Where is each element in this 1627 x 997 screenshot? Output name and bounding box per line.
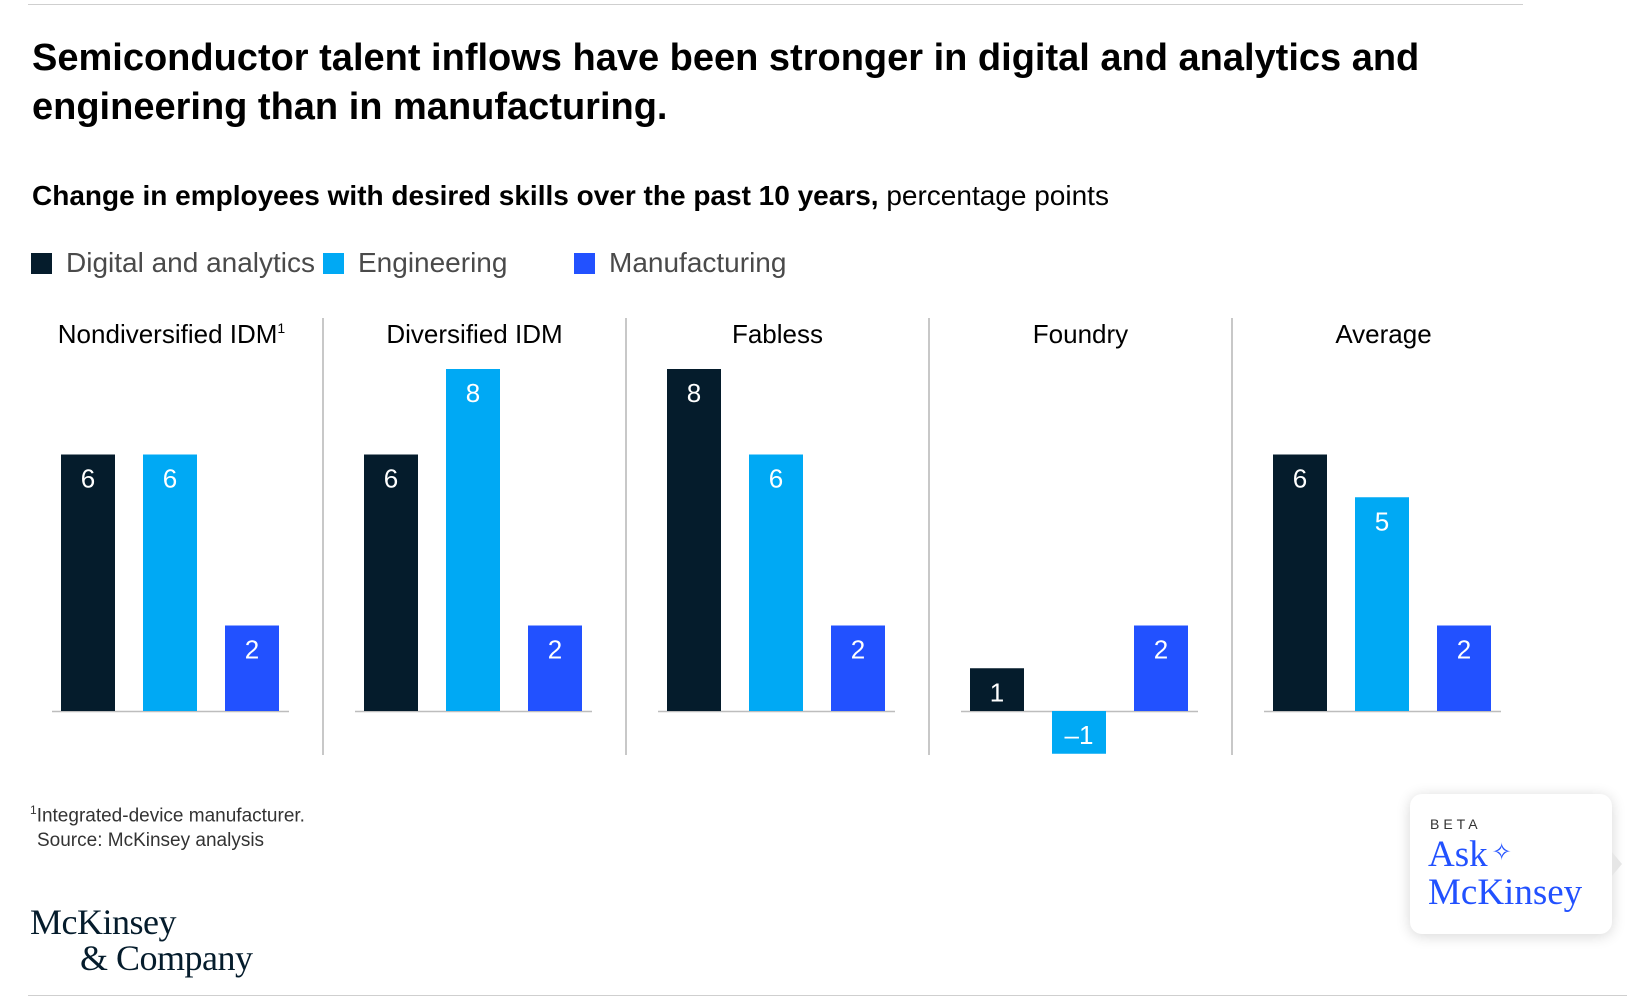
- value-label-fabless-engineering: 6: [769, 464, 783, 494]
- footnote-note: 1Integrated-device manufacturer.: [30, 798, 305, 828]
- legend-label-engineering: Engineering: [358, 247, 508, 278]
- bar-chart: Nondiversified IDM1 6 6 2 Diversified IDM 6 8 2…: [52, 318, 1501, 755]
- bar-foundry-manufacturing: [1134, 625, 1188, 711]
- footnote-marker: 1: [30, 803, 37, 817]
- legend-swatch-digital: [31, 252, 52, 274]
- sparkle-icon: ✧: [1491, 840, 1512, 866]
- widget-tab-handle[interactable]: [1612, 852, 1622, 876]
- legend-label-digital: Digital and analytics: [66, 247, 316, 278]
- value-label-diversified-idm-manufacturing: 2: [548, 635, 562, 665]
- top-rule: [28, 4, 1523, 5]
- footnote-source: Source: McKinsey analysis: [37, 830, 265, 852]
- bar-nondiversified-idm-digital-and-analytics: [61, 454, 115, 711]
- bar-foundry-digital-and-analytics: [970, 668, 1024, 711]
- value-label-fabless-manufacturing: 2: [851, 635, 865, 665]
- bar-diversified-idm-engineering: [446, 369, 500, 711]
- ask-word: Ask: [1428, 834, 1488, 875]
- panel-title-foundry: Foundry: [1033, 319, 1128, 349]
- panel-title-diversified-idm: Diversified IDM: [386, 319, 562, 349]
- mckinsey-logo: McKinsey & Company: [30, 904, 253, 976]
- beta-label: BETA: [1430, 816, 1482, 832]
- subtitle-main: Change in employees with desired skills …: [32, 180, 879, 211]
- bar-fabless-digital-and-analytics: [667, 369, 721, 711]
- bar-average-manufacturing: [1437, 625, 1491, 711]
- value-label-foundry-engineering: –1: [1065, 720, 1094, 750]
- footnote: 1Integrated-device manufacturer. Source:…: [30, 798, 305, 853]
- ask-mckinsey-title: Ask ✧ McKinsey: [1428, 834, 1582, 912]
- value-label-foundry-manufacturing: 2: [1154, 635, 1168, 665]
- bar-fabless-engineering: [749, 454, 803, 711]
- bar-fabless-manufacturing: [831, 625, 885, 711]
- bar-foundry-engineering: [1052, 711, 1106, 754]
- bar-average-engineering: [1355, 497, 1409, 711]
- bar-average-digital-and-analytics: [1273, 454, 1327, 711]
- value-label-nondiversified-idm-manufacturing: 2: [245, 635, 259, 665]
- legend-item-engineering: Engineering: [323, 246, 507, 280]
- bar-diversified-idm-digital-and-analytics: [364, 454, 418, 711]
- logo-line-1: McKinsey: [30, 902, 176, 942]
- legend-item-digital: Digital and analytics: [31, 246, 315, 280]
- value-label-nondiversified-idm-engineering: 6: [163, 464, 177, 494]
- value-label-average-engineering: 5: [1375, 506, 1389, 536]
- legend: Digital and analytics Engineering Manufa…: [31, 246, 931, 280]
- panel-title-nondiversified-idm: Nondiversified IDM1: [58, 319, 286, 349]
- value-label-nondiversified-idm-digital-and-analytics: 6: [81, 464, 95, 494]
- value-label-fabless-digital-and-analytics: 8: [687, 378, 701, 408]
- chart-headline: Semiconductor talent inflows have been s…: [32, 37, 1420, 128]
- legend-item-manufacturing: Manufacturing: [574, 246, 786, 280]
- bar-diversified-idm-manufacturing: [528, 625, 582, 711]
- panel-title-superscript: 1: [277, 320, 285, 336]
- panel-title-average: Average: [1335, 319, 1431, 349]
- value-label-average-manufacturing: 2: [1457, 635, 1471, 665]
- bar-nondiversified-idm-engineering: [143, 454, 197, 711]
- logo-line-2: & Company: [80, 938, 253, 978]
- ask-mckinsey-widget[interactable]: BETA Ask ✧ McKinsey: [1410, 794, 1612, 934]
- value-label-diversified-idm-digital-and-analytics: 6: [384, 464, 398, 494]
- footnote-text: Integrated-device manufacturer.: [36, 805, 305, 827]
- legend-label-manufacturing: Manufacturing: [609, 247, 787, 278]
- legend-swatch-engineering: [323, 252, 344, 274]
- value-label-foundry-digital-and-analytics: 1: [990, 677, 1004, 707]
- panel-title-fabless: Fabless: [732, 319, 823, 349]
- bar-nondiversified-idm-manufacturing: [225, 625, 279, 711]
- value-label-diversified-idm-engineering: 8: [466, 378, 480, 408]
- value-label-average-digital-and-analytics: 6: [1293, 464, 1307, 494]
- subtitle-unit: percentage points: [878, 180, 1109, 211]
- bottom-rule: [28, 995, 1627, 996]
- chart-subtitle: Change in employees with desired skills …: [32, 176, 1109, 216]
- legend-swatch-manufacturing: [574, 252, 595, 274]
- mckinsey-word: McKinsey: [1428, 872, 1583, 913]
